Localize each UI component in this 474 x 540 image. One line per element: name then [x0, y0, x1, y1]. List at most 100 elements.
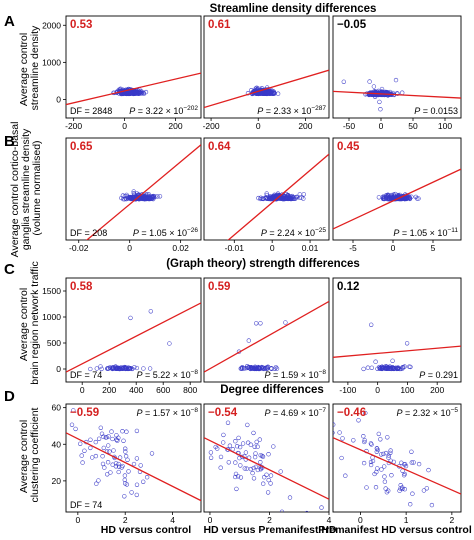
correlation-label: −0.59	[70, 407, 99, 419]
x-tick-label: 0	[379, 121, 384, 131]
p-symbol: P	[137, 370, 143, 380]
y-tick-label: 1500	[42, 286, 61, 296]
plot-frame	[203, 15, 330, 119]
data-point	[93, 439, 98, 445]
xlabel-col-1: HD versus control	[101, 524, 192, 536]
plot-frame	[332, 137, 462, 241]
data-point	[253, 451, 258, 456]
panel-r2-c1: 0.65 DF = 208 P = 1.05 × 10−26 -0.02 0 0.02	[65, 137, 202, 253]
df-label: DF = 74	[70, 500, 102, 510]
data-point	[271, 193, 276, 199]
data-point	[279, 509, 285, 512]
data-point	[122, 494, 127, 499]
data-point	[78, 441, 83, 446]
data-point	[94, 481, 99, 486]
p-symbol: P	[261, 228, 267, 238]
p-value-base: = 1.05 × 10	[399, 228, 447, 238]
data-point	[262, 475, 267, 480]
data-point	[124, 482, 130, 487]
data-point	[278, 469, 283, 474]
data-point	[79, 453, 84, 458]
data-point	[99, 366, 104, 372]
data-point	[116, 469, 121, 475]
data-point	[110, 436, 115, 442]
x-tick-label: 0	[358, 515, 363, 525]
data-point	[372, 94, 378, 99]
data-point	[299, 195, 304, 200]
data-point	[127, 90, 132, 95]
data-point	[257, 366, 262, 371]
x-tick-label: 0	[80, 385, 85, 395]
p-value-exponent: −5	[451, 407, 459, 414]
plot-frame	[65, 137, 202, 241]
x-tick-label: -0.02	[69, 243, 89, 253]
p-symbol: P	[419, 370, 425, 380]
x-tick-label: -0.01	[225, 243, 245, 253]
x-tick-label: 100	[438, 121, 452, 131]
data-point	[343, 473, 348, 478]
p-value-base: = 2.24 × 10	[267, 228, 315, 238]
data-point	[258, 196, 263, 202]
data-point	[123, 454, 129, 459]
panel-r4-c1: −0.59 DF = 74 P = 1.57 × 10−8 0 2 4 60 40 20	[52, 403, 202, 525]
data-point	[100, 461, 106, 467]
data-point	[253, 464, 259, 470]
data-point	[80, 460, 85, 465]
data-point	[157, 194, 163, 199]
data-point	[368, 462, 374, 468]
panel-letter-d: D	[4, 388, 15, 405]
data-point	[255, 444, 260, 449]
xlabel-col-2: HD versus Premanifest HD	[203, 524, 336, 536]
panel-r3-c1: 0.58 DF = 74 P = 5.22 × 10−8 0 200 400 600 800 1…	[42, 277, 202, 395]
data-point	[410, 491, 415, 496]
correlation-label: −0.54	[208, 407, 238, 419]
p-value-exponent: −202	[183, 105, 198, 112]
data-point	[268, 481, 273, 486]
p-symbol: P	[257, 106, 263, 116]
data-point	[88, 437, 93, 442]
data-point	[421, 488, 427, 493]
data-point	[116, 461, 121, 467]
x-tick-label: -100	[339, 385, 356, 395]
data-point	[260, 91, 265, 96]
data-point	[257, 437, 262, 442]
data-point	[395, 91, 400, 96]
data-point	[134, 492, 139, 498]
data-point	[265, 490, 271, 495]
data-point	[369, 322, 374, 327]
data-point	[235, 474, 241, 479]
data-point	[264, 191, 269, 196]
data-point	[256, 366, 261, 372]
x-tick-label: 4	[327, 515, 332, 525]
y-tick-label: 0	[56, 364, 61, 374]
regression-line	[204, 437, 329, 500]
y-tick-label: 2000	[42, 20, 61, 30]
data-point	[258, 460, 263, 465]
data-point	[364, 485, 369, 490]
data-point	[271, 444, 276, 449]
data-point	[221, 440, 226, 445]
correlation-label: 0.53	[70, 19, 92, 31]
p-symbol: P	[397, 408, 403, 418]
data-point	[356, 418, 361, 423]
p-value-exponent: −8	[191, 407, 199, 414]
regression-line	[204, 69, 329, 109]
data-point	[269, 366, 274, 371]
data-point	[115, 438, 120, 443]
data-point	[116, 464, 122, 469]
data-point	[246, 365, 251, 370]
data-point	[255, 467, 261, 473]
ylabel-row-a-line1: Average control	[18, 33, 30, 106]
data-point	[128, 315, 133, 321]
data-point	[243, 450, 249, 455]
data-point	[261, 481, 266, 486]
data-point	[143, 89, 149, 95]
data-point	[407, 364, 412, 369]
panel-r4-c2: −0.54 P = 4.69 × 10−7 0 2 4	[203, 403, 332, 525]
data-point	[278, 193, 283, 198]
data-point	[98, 364, 103, 369]
data-point	[339, 455, 344, 461]
data-point	[90, 455, 95, 460]
data-point	[108, 470, 113, 475]
p-value-label: P = 1.05 × 10−11	[393, 227, 458, 238]
